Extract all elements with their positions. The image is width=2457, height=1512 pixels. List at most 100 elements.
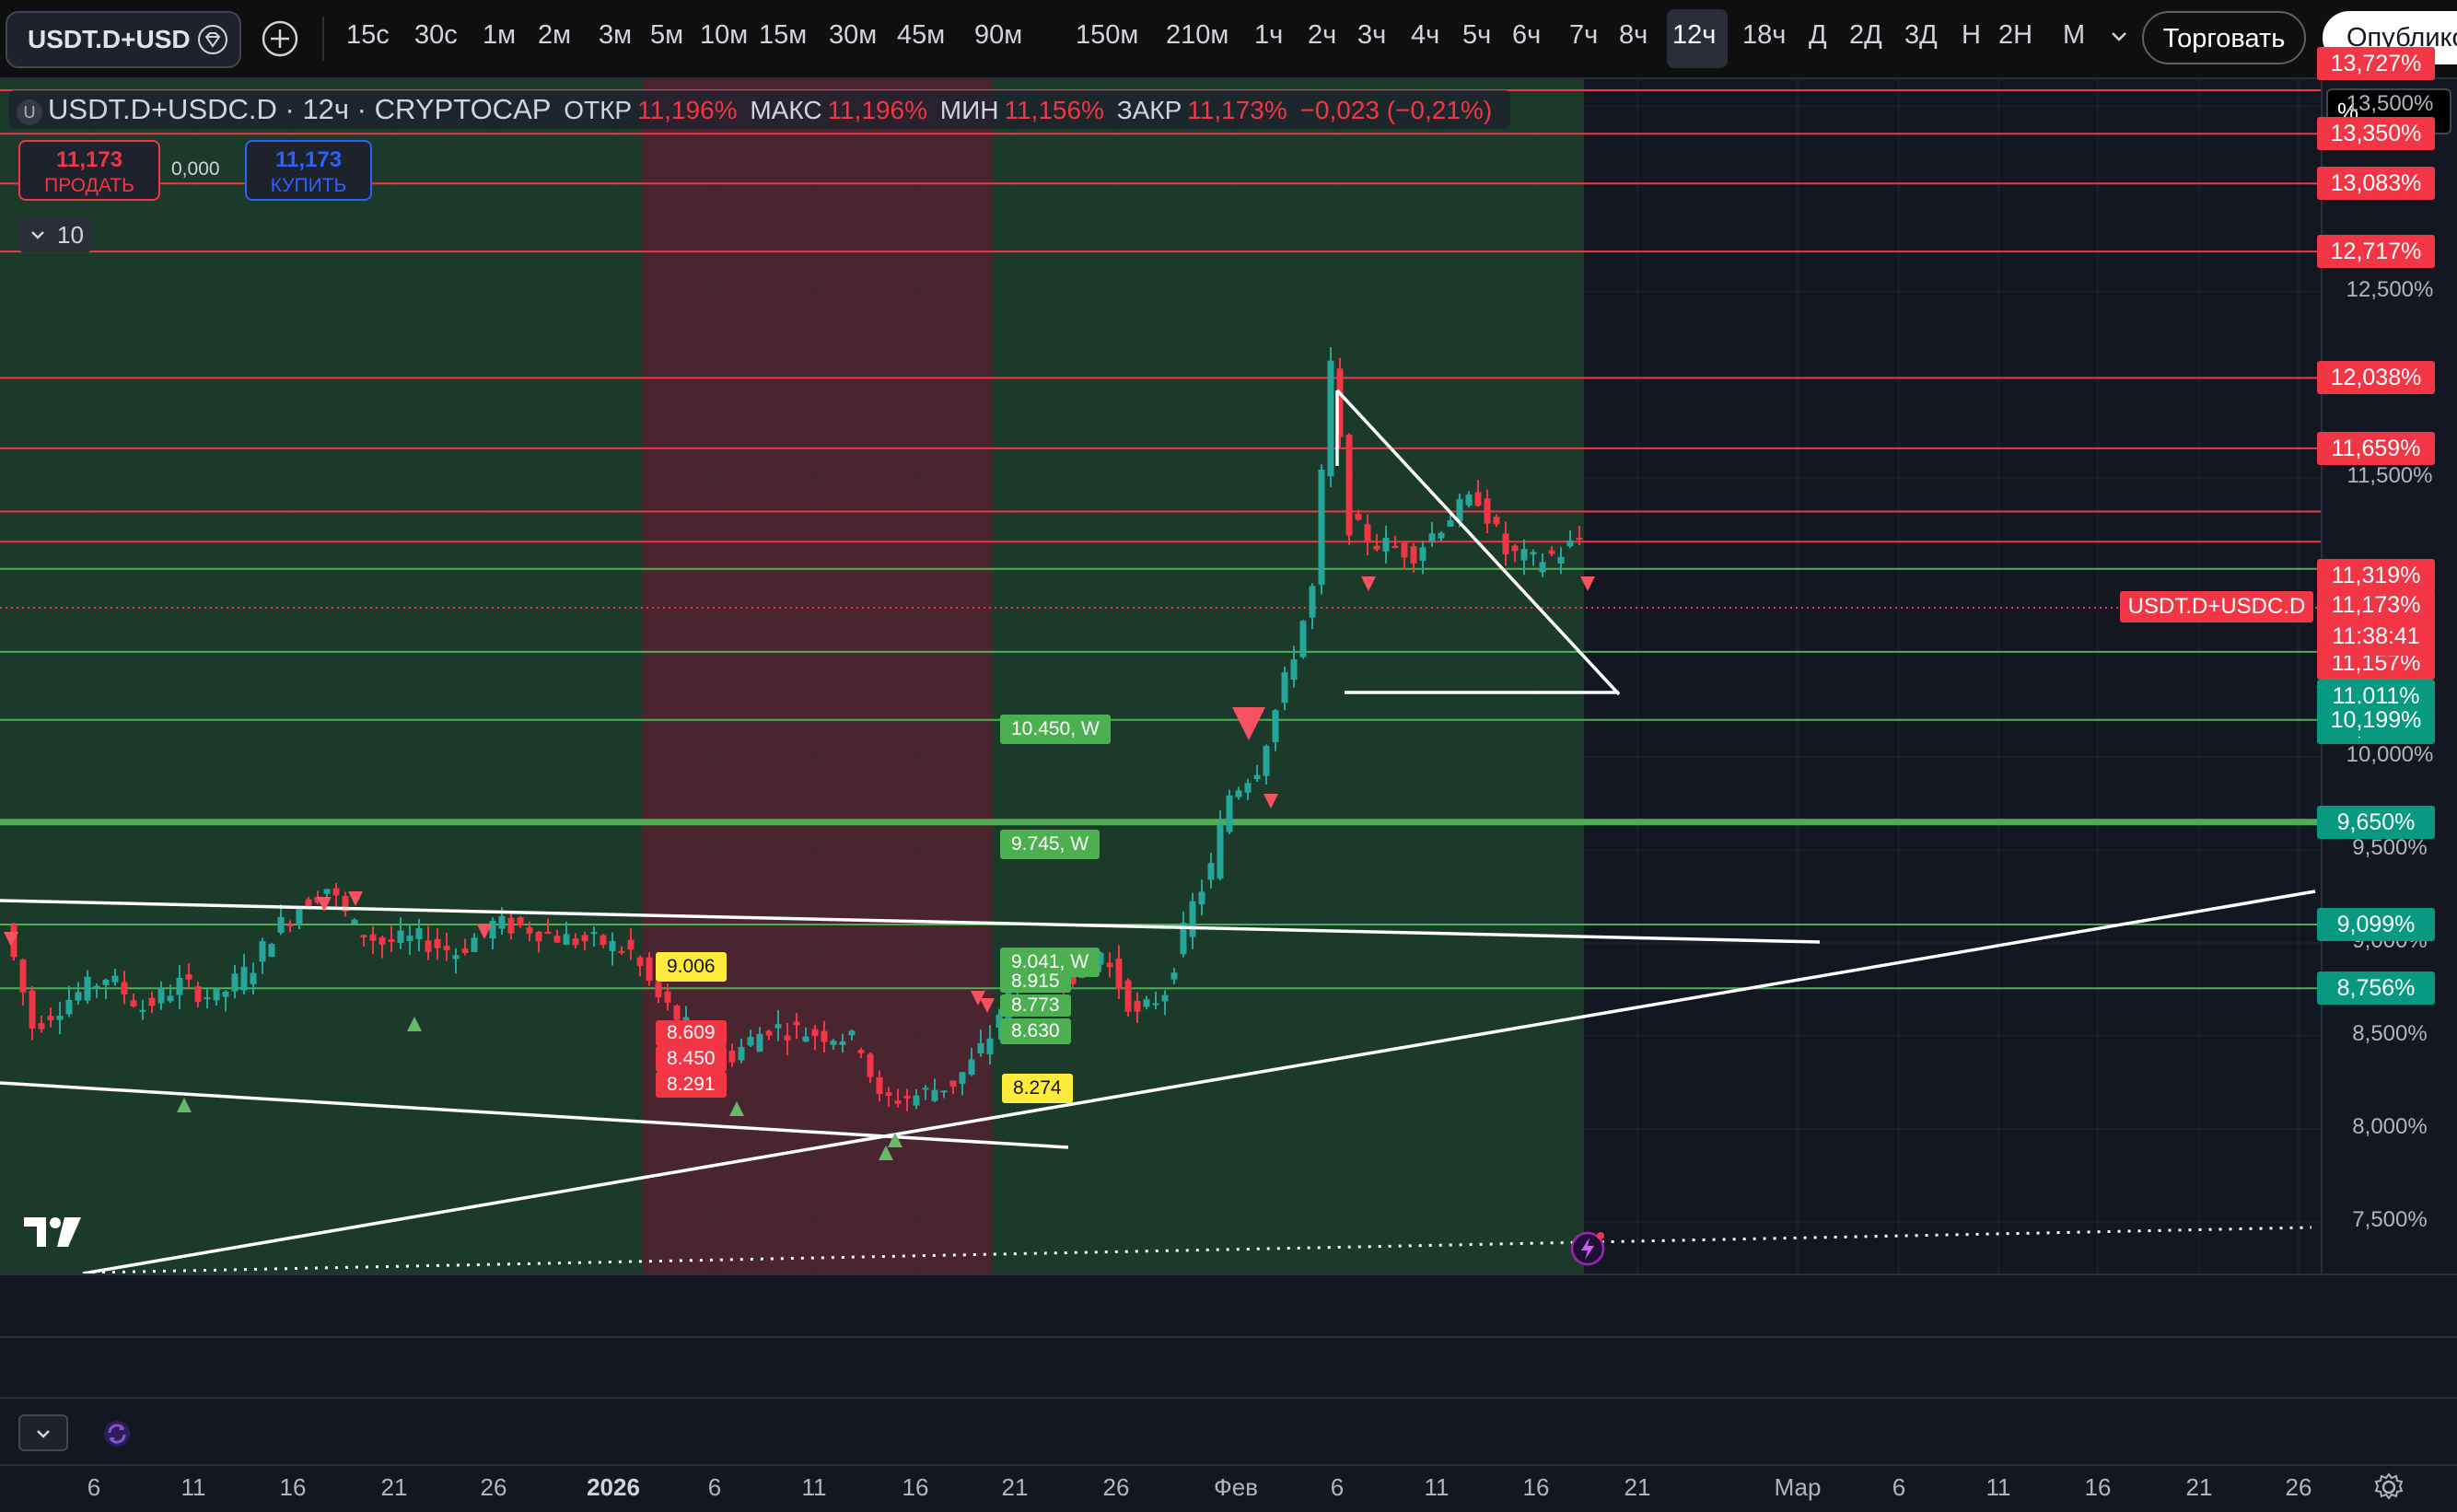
gear-icon[interactable] bbox=[2372, 1471, 2405, 1504]
candle-body bbox=[351, 919, 358, 925]
chart-symbol-title[interactable]: USDT.D+USDC.D · 12ч · CRYPTOCAP bbox=[48, 93, 552, 125]
timeframe-5ч[interactable]: 5ч bbox=[1462, 20, 1492, 50]
candle-body bbox=[415, 928, 423, 939]
time-axis-label: 6 bbox=[87, 1473, 101, 1501]
timeframe-7ч[interactable]: 7ч bbox=[1569, 20, 1599, 50]
timeframe-15м[interactable]: 15м bbox=[759, 20, 808, 50]
symbol-search-button[interactable]: USDT.D+USDC.D bbox=[6, 11, 241, 68]
refresh-icon[interactable] bbox=[101, 1418, 133, 1449]
diamond-icon[interactable] bbox=[197, 24, 228, 55]
candle-body bbox=[213, 988, 220, 1001]
buy-button[interactable]: 11,173 КУПИТЬ bbox=[245, 140, 372, 201]
candle-body bbox=[756, 1033, 763, 1053]
timeframe-3ч[interactable]: 3ч bbox=[1357, 20, 1387, 50]
timeframe-Н[interactable]: Н bbox=[1962, 20, 1981, 50]
candle-body bbox=[1530, 552, 1537, 555]
candle-body bbox=[572, 938, 579, 946]
buy-signal-marker bbox=[879, 1146, 893, 1160]
timeframe-30м[interactable]: 30м bbox=[829, 20, 878, 50]
timeframe-2Н[interactable]: 2Н bbox=[1998, 20, 2033, 50]
chart-legend-header: U USDT.D+USDC.D · 12ч · CRYPTOCAP ОТКР 11,… bbox=[9, 90, 1511, 129]
candle-body bbox=[535, 931, 542, 942]
collapse-panel-button[interactable] bbox=[18, 1414, 68, 1451]
timeframe-1м[interactable]: 1м bbox=[483, 20, 517, 50]
candle-body bbox=[1401, 542, 1408, 558]
candle-body bbox=[111, 975, 119, 983]
price-chart[interactable] bbox=[0, 79, 2321, 1274]
close-label: ЗАКР bbox=[1116, 96, 1182, 124]
trade-button[interactable]: Торговать bbox=[2142, 11, 2306, 64]
candle-body bbox=[471, 937, 478, 952]
candle-body bbox=[673, 1006, 681, 1020]
timeframe-150м[interactable]: 150м bbox=[1076, 20, 1139, 50]
indicators-toggle[interactable]: 10 bbox=[18, 217, 92, 252]
candle-body bbox=[121, 982, 128, 994]
candle-body bbox=[821, 1030, 828, 1042]
sell-signal-marker bbox=[1580, 576, 1595, 591]
candle-body bbox=[1511, 545, 1519, 552]
candle-body bbox=[296, 909, 303, 925]
candle-body bbox=[323, 889, 331, 894]
timeframe-3Д[interactable]: 3Д bbox=[1904, 20, 1938, 50]
timeframe-4ч[interactable]: 4ч bbox=[1411, 20, 1440, 50]
candle-body bbox=[747, 1037, 754, 1046]
time-axis-label: 2026 bbox=[587, 1473, 640, 1501]
timeframe-210м[interactable]: 210м bbox=[1166, 20, 1229, 50]
timeframe-6ч[interactable]: 6ч bbox=[1512, 20, 1542, 50]
sell-button[interactable]: 11,173 ПРОДАТЬ bbox=[18, 140, 160, 201]
compare-add-icon[interactable] bbox=[260, 18, 300, 59]
candle-body bbox=[240, 967, 248, 991]
candle-body bbox=[194, 986, 202, 1003]
candle-body bbox=[1484, 498, 1491, 524]
candle-body bbox=[231, 973, 239, 992]
candle-body bbox=[922, 1087, 929, 1090]
high-value: 11,196% bbox=[827, 96, 928, 124]
sell-signal-marker bbox=[1232, 707, 1265, 740]
tradingview-logo[interactable] bbox=[24, 1215, 83, 1249]
sell-price: 11,173 bbox=[55, 147, 123, 172]
candle-body bbox=[1327, 360, 1334, 477]
lightning-alert-icon[interactable] bbox=[1569, 1230, 1606, 1267]
time-axis-label: 16 bbox=[2084, 1473, 2112, 1501]
timeframe-30с[interactable]: 30с bbox=[414, 20, 458, 50]
timeframe-1ч[interactable]: 1ч bbox=[1254, 20, 1284, 50]
timeframe-М[interactable]: М bbox=[2063, 20, 2086, 50]
candle-body bbox=[305, 899, 312, 908]
buy-signal-marker bbox=[177, 1098, 192, 1112]
time-axis-label: 21 bbox=[1001, 1473, 1029, 1501]
green-session-zone bbox=[993, 79, 1584, 1274]
timeframe-3м[interactable]: 3м bbox=[599, 20, 633, 50]
sell-label: ПРОДАТЬ bbox=[44, 175, 134, 196]
candle-body bbox=[903, 1095, 911, 1099]
spread-value: 0,000 bbox=[171, 158, 220, 180]
chevron-down-icon[interactable] bbox=[2109, 26, 2129, 46]
candle-body bbox=[1557, 556, 1565, 564]
time-axis[interactable] bbox=[0, 1464, 2457, 1512]
change-value: −0,023 (−0,21%) bbox=[1299, 96, 1493, 124]
time-axis-label: 26 bbox=[1102, 1473, 1130, 1501]
timeframe-5м[interactable]: 5м bbox=[650, 20, 684, 50]
candle-body bbox=[1198, 891, 1205, 905]
candle-body bbox=[139, 1009, 146, 1012]
timeframe-45м[interactable]: 45м bbox=[897, 20, 946, 50]
candle-body bbox=[443, 945, 450, 950]
active-timeframe-highlight bbox=[1667, 9, 1728, 68]
sell-signal-marker bbox=[477, 925, 492, 939]
candle-body bbox=[940, 1090, 948, 1093]
candle-body bbox=[19, 960, 27, 993]
timeframe-10м[interactable]: 10м bbox=[700, 20, 749, 50]
timeframe-2ч[interactable]: 2ч bbox=[1308, 20, 1337, 50]
timeframe-12ч[interactable]: 12ч bbox=[1672, 20, 1717, 50]
timeframe-2м[interactable]: 2м bbox=[538, 20, 572, 50]
buy-signal-marker bbox=[729, 1101, 744, 1116]
candle-body bbox=[784, 1035, 791, 1041]
timeframe-15с[interactable]: 15с bbox=[346, 20, 390, 50]
sell-signal-marker bbox=[317, 897, 332, 912]
timeframe-18ч[interactable]: 18ч bbox=[1742, 20, 1787, 50]
timeframe-8ч[interactable]: 8ч bbox=[1619, 20, 1648, 50]
timeframe-90м[interactable]: 90м bbox=[974, 20, 1023, 50]
timeframe-2Д[interactable]: 2Д bbox=[1849, 20, 1882, 50]
timeframe-Д[interactable]: Д bbox=[1809, 20, 1827, 50]
candle-body bbox=[176, 977, 183, 995]
chart-pane[interactable] bbox=[0, 79, 2321, 1274]
